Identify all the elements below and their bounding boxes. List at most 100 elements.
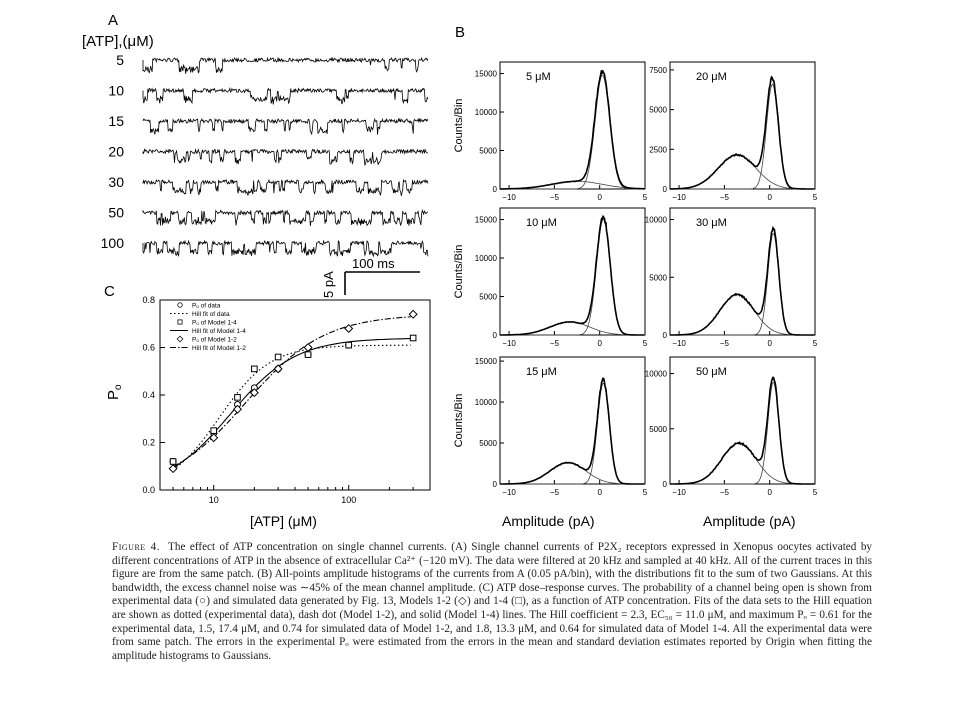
x-tick-label: 0 (767, 488, 772, 497)
histogram-panel: −10 −5 0 5 0 5000 10000 30 μM (645, 207, 818, 348)
histogram-xlabel-right: Amplitude (pA) (703, 513, 796, 529)
y-tick-label: 7500 (649, 66, 667, 75)
x-tick-label: −10 (672, 488, 686, 497)
y-tick-label: 10000 (475, 398, 498, 407)
current-trace (142, 87, 429, 105)
histogram-panel: −10 −5 0 5 0 5000 10000 15000 15 μM Counts/Bin (453, 356, 648, 497)
caption-text: The effect of ATP concentration on singl… (112, 541, 873, 662)
y-tick-label: 5000 (649, 425, 667, 434)
y-tick-label: 0.6 (142, 343, 155, 353)
data-point-circle (177, 302, 183, 308)
histogram-data (670, 225, 815, 336)
y-tick-label: 10000 (645, 370, 668, 379)
histogram-label: 30 μM (696, 217, 727, 229)
histogram-fit (670, 77, 815, 190)
histogram-label: 50 μM (696, 366, 727, 378)
current-trace (142, 209, 429, 227)
data-point-diamond (273, 364, 283, 374)
x-tick-label: 5 (813, 339, 818, 348)
histogram-ylabel: Counts/Bin (453, 394, 465, 448)
x-tick-label: 10 (209, 495, 219, 505)
data-point-square (409, 334, 417, 342)
histogram-panel: −10 −5 0 5 0 2500 5000 7500 20 μM (649, 61, 818, 202)
histogram-data (500, 214, 645, 336)
y-tick-label: 15000 (475, 216, 498, 225)
x-tick-label: 0 (597, 193, 602, 202)
x-tick-label: 0 (597, 339, 602, 348)
x-tick-label: −10 (502, 339, 516, 348)
y-tick-label: 10000 (475, 108, 498, 117)
data-point-square (210, 427, 218, 434)
panel-a-header: [ATP],(μM) (82, 33, 154, 50)
closed-gaussian (670, 233, 815, 336)
histogram-xlabel-left: Amplitude (pA) (502, 513, 595, 529)
current-trace (142, 178, 429, 196)
x-tick-label: 5 (813, 193, 818, 202)
closed-gaussian (670, 83, 815, 190)
histogram-label: 5 μM (526, 71, 551, 83)
histogram-data (500, 377, 645, 485)
x-tick-label: −10 (502, 488, 516, 497)
histogram-panel: −10 −5 0 5 0 5000 10000 15000 5 μM Counts/Bin (453, 61, 648, 202)
trace-label: 5 (116, 52, 124, 68)
open-gaussian (500, 462, 645, 485)
histogram-frame (499, 207, 646, 336)
trace-label: 20 (108, 144, 124, 160)
closed-gaussian (500, 74, 645, 190)
current-trace (142, 239, 429, 258)
histogram-frame (669, 207, 816, 336)
x-tick-label: 100 (341, 495, 356, 505)
legend-label: Pₒ of data (192, 303, 221, 310)
x-tick-label: 0 (767, 193, 772, 202)
data-point-square (304, 351, 312, 358)
x-tick-label: 5 (813, 488, 818, 497)
x-tick-label: −5 (720, 488, 730, 497)
histogram-fit (670, 228, 815, 336)
figure-caption: Figure 4. The effect of ATP concentration… (112, 541, 872, 663)
data-point-diamond (168, 464, 178, 474)
data-point-square (274, 353, 282, 361)
y-tick-label: 0 (663, 185, 668, 194)
x-tick-label: −5 (720, 339, 730, 348)
histogram-fit (670, 376, 815, 485)
x-tick-label: −5 (720, 193, 730, 202)
open-gaussian (670, 154, 815, 190)
scale-bar-amp-label: 5 pA (321, 271, 336, 298)
data-point-square (177, 319, 183, 325)
trace-label: 10 (108, 83, 124, 99)
legend-label: Hill fit of Model 1-4 (192, 328, 246, 335)
hill-fit-line (172, 338, 411, 469)
histogram-ylabel: Counts/Bin (453, 245, 465, 299)
data-point-diamond (344, 323, 354, 334)
y-tick-label: 0.2 (142, 438, 155, 448)
histogram-frame (499, 61, 646, 190)
x-tick-label: −5 (550, 488, 560, 497)
panel-b-letter: B (455, 24, 465, 41)
y-tick-label: 0.0 (142, 485, 155, 495)
x-tick-label: −5 (550, 193, 560, 202)
dose-response-ylabel: Po (105, 384, 124, 400)
scale-bar-time-label: 100 ms (352, 256, 395, 271)
histogram-label: 10 μM (526, 217, 557, 229)
y-tick-label: 0 (493, 185, 498, 194)
legend-label: Pₒ of Model 1-2 (192, 337, 237, 344)
x-tick-label: 5 (643, 193, 648, 202)
histogram-fit (500, 69, 645, 190)
y-tick-label: 0 (493, 480, 498, 489)
scale-bar: 100 ms 5 pA (321, 256, 420, 298)
trace-label: 30 (108, 174, 124, 190)
current-trace (142, 56, 429, 74)
legend-label: Hill fit of data (192, 311, 230, 318)
y-tick-label: 5000 (479, 147, 497, 156)
y-tick-label: 0.8 (142, 295, 155, 305)
histogram-panel: −10 −5 0 5 0 5000 10000 15000 10 μM Counts/Bin (453, 207, 648, 348)
x-tick-label: −10 (502, 193, 516, 202)
current-trace (142, 117, 429, 136)
hill-fit-line (172, 344, 411, 471)
trace-label: 15 (108, 113, 124, 129)
